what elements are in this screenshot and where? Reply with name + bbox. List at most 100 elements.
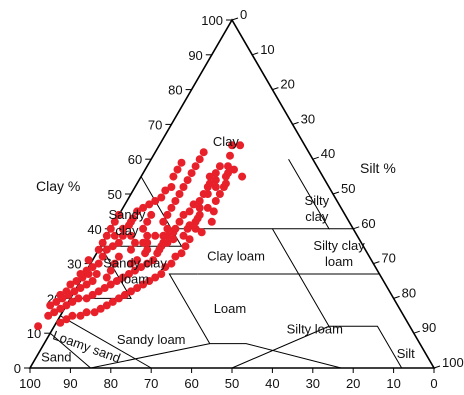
sample-point: [195, 203, 204, 212]
sample-point: [82, 280, 91, 289]
region-label-silt: Silt: [397, 346, 415, 361]
texture-class-boundaries: [49, 158, 403, 369]
sample-point: [149, 256, 158, 265]
sample-point: [163, 231, 172, 240]
class-boundary: [231, 325, 330, 369]
sample-point: [44, 311, 53, 320]
sand-tick-label: 20: [346, 376, 360, 391]
sample-point: [56, 318, 65, 327]
silt-tick-label: 0: [240, 7, 247, 22]
sample-point: [102, 273, 111, 282]
silt-tick-mark: [312, 156, 319, 160]
sample-point: [157, 270, 166, 278]
sample-point: [98, 238, 107, 247]
sample-point: [167, 203, 176, 212]
sample-point: [238, 172, 247, 181]
sample-point: [169, 235, 178, 244]
sand-tick-label: 80: [104, 376, 118, 391]
sample-point: [199, 148, 208, 157]
region-label-silt-loam: Silty loam: [287, 322, 343, 337]
class-boundary: [90, 343, 210, 369]
sample-point: [221, 179, 230, 188]
region-label-clay-loam: Clay loam: [207, 249, 265, 264]
sample-point: [72, 277, 81, 285]
sample-point: [195, 197, 204, 205]
sample-point: [230, 165, 238, 174]
data-points: [34, 141, 247, 331]
sample-point: [205, 179, 214, 188]
sand-tick-label: 90: [63, 376, 77, 391]
silt-tick-label: 80: [402, 285, 416, 300]
sample-point: [161, 186, 170, 195]
sample-point: [189, 200, 198, 209]
silt-tick-label: 50: [341, 181, 355, 196]
silt-tick-mark: [373, 261, 380, 265]
sample-point: [62, 301, 71, 310]
sample-point: [82, 308, 91, 317]
sample-point: [52, 297, 61, 306]
clay-tick-label: 90: [188, 48, 202, 63]
axis-ticks: 0102030405060708090100010203040506070809…: [14, 7, 464, 391]
sample-point: [145, 277, 154, 285]
clay-tick-label: 70: [148, 117, 162, 132]
sample-point: [96, 304, 105, 313]
sample-point: [179, 183, 188, 191]
sample-point: [185, 235, 194, 244]
sand-tick-label: 0: [430, 376, 437, 391]
sample-point: [195, 155, 204, 164]
silt-tick-mark: [433, 365, 441, 369]
silt-axis-title: Silt %: [360, 160, 396, 176]
sample-point: [76, 311, 85, 320]
sample-point: [102, 231, 111, 240]
sample-point: [131, 266, 139, 275]
sample-point: [177, 158, 186, 167]
clay-tick-label: 100: [201, 13, 223, 28]
silt-tick-mark: [353, 226, 360, 230]
clay-tick-label: 0: [14, 361, 21, 376]
sample-point: [114, 294, 123, 303]
sample-point: [175, 190, 184, 198]
silt-tick-label: 90: [422, 320, 436, 335]
silt-tick-label: 70: [381, 251, 395, 266]
sample-point: [179, 231, 188, 240]
sample-point: [118, 224, 127, 233]
sample-point: [90, 308, 99, 317]
sample-point: [108, 242, 117, 251]
sample-point: [133, 207, 142, 216]
clay-axis-title: Clay %: [36, 178, 80, 194]
sample-point: [127, 259, 135, 268]
sample-point: [66, 280, 75, 289]
sample-point: [102, 245, 111, 254]
sample-point: [133, 284, 142, 292]
silt-tick-label: 60: [361, 216, 375, 231]
sample-point: [175, 217, 184, 226]
silt-tick-mark: [231, 17, 239, 21]
sample-point: [108, 297, 117, 306]
sample-point: [120, 290, 129, 299]
sample-point: [34, 322, 43, 331]
sample-point: [179, 210, 188, 219]
sample-point: [143, 259, 152, 268]
sample-point: [143, 217, 152, 226]
sample-point: [114, 210, 123, 219]
sample-point: [92, 270, 101, 278]
sample-point: [125, 221, 133, 230]
region-label-sand: Sand: [41, 350, 71, 365]
silt-tick-label: 10: [260, 42, 274, 57]
sand-tick-label: 50: [225, 376, 239, 391]
sample-point: [141, 249, 150, 258]
sample-point: [88, 290, 97, 299]
sample-point: [155, 245, 164, 254]
sample-point: [171, 197, 180, 205]
sample-point: [84, 256, 93, 265]
sample-point: [226, 151, 234, 160]
sample-point: [74, 294, 83, 303]
region-label-sandy-loam: Sandy loam: [117, 332, 186, 347]
sample-point: [133, 256, 142, 265]
silt-tick-mark: [393, 295, 400, 299]
sample-point: [112, 277, 121, 285]
sample-point: [76, 284, 85, 292]
sample-point: [94, 259, 103, 268]
sample-point: [203, 190, 212, 198]
sample-point: [84, 270, 93, 278]
